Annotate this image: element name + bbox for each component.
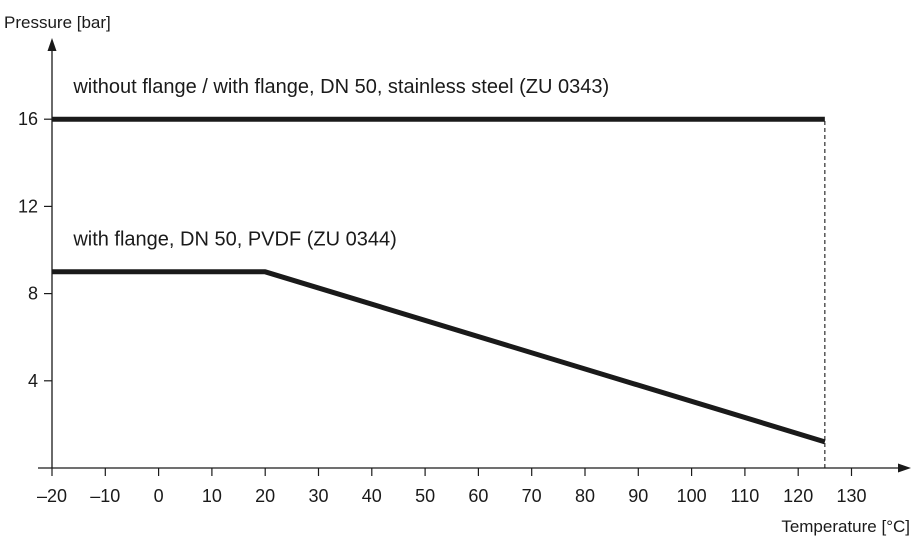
y-tick-label: 16: [18, 109, 38, 129]
x-tick-label: 50: [415, 486, 435, 506]
series-label-2: with flange, DN 50, PVDF (ZU 0344): [72, 229, 396, 251]
x-tick-label: –20: [37, 486, 67, 506]
axes: [38, 38, 911, 473]
series: without flange / with flange, DN 50, sta…: [52, 76, 826, 468]
x-tick-label: 80: [575, 486, 595, 506]
labels: Pressure [bar] Temperature [°C]: [4, 13, 910, 536]
x-tick-label: 110: [731, 486, 760, 506]
y-axis-arrow: [47, 38, 57, 51]
x-tick-label: 100: [677, 486, 707, 506]
x-tick-label: 20: [255, 486, 275, 506]
x-tick-label: –10: [90, 486, 120, 506]
series-label-1: without flange / with flange, DN 50, sta…: [72, 76, 609, 98]
y-tick-label: 4: [28, 371, 38, 391]
x-tick-label: 30: [308, 486, 328, 506]
x-tick-label: 10: [202, 486, 222, 506]
x-axis-title: Temperature [°C]: [781, 517, 910, 536]
x-tick-label: 70: [522, 486, 542, 506]
x-tick-label: 90: [628, 486, 648, 506]
series-line-2: [52, 269, 826, 445]
x-tick-label: 60: [468, 486, 488, 506]
x-tick-label: 0: [154, 486, 164, 506]
y-tick-label: 12: [18, 196, 38, 216]
x-tick-label: 40: [362, 486, 382, 506]
y-axis-title: Pressure [bar]: [4, 13, 111, 32]
x-axis-arrow: [898, 463, 911, 473]
y-tick-label: 8: [28, 284, 38, 304]
x-tick-label: 130: [836, 486, 866, 506]
x-tick-label: 120: [783, 486, 813, 506]
ticks: –20 –10 0 10 20 30 40 50 60 70 80 90 100 110 120 130 4 8 1…: [18, 109, 867, 506]
